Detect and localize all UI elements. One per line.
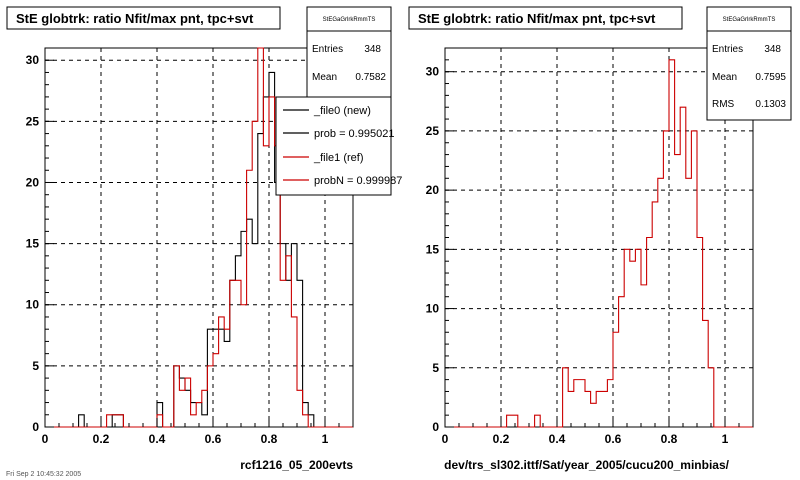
right-histogram-pad: 0 0.2 0.4 0.6 0.8 1 0 5 10 15 20 25 30 StE globtrk:… (408, 6, 792, 472)
right-stats-title: StEGaGrlrkRmmTS (723, 17, 776, 23)
left-stats-box: StEGaGrlrkRmmTS Entries 348 Mean 0.7582 (306, 6, 392, 104)
left-stats-mean-value: 0.7582 (355, 72, 386, 83)
legend-entry-file1: _file1 (ref) (313, 152, 364, 164)
right-x-tick-label: 0.2 (493, 432, 510, 446)
left-y-tick-label: 0 (32, 420, 39, 434)
right-stats-mean-label: Mean (712, 72, 737, 83)
right-y-axis: 0 5 10 15 20 25 30 (426, 47, 454, 434)
left-x-tick-label: 0.6 (205, 432, 222, 446)
left-stats-title: StEGaGrlrkRmmTS (323, 17, 376, 23)
left-y-tick-label: 5 (32, 359, 39, 373)
right-histogram-series-0 (445, 59, 753, 428)
right-x-tick-label: 0 (442, 432, 449, 446)
left-y-tick-label: 30 (26, 53, 40, 67)
left-chart-title: StE globtrk: ratio Nfit/max pnt, tpc+svt (16, 11, 254, 26)
left-histogram-pad: 0 0.2 0.4 0.6 0.8 1 0 5 10 15 20 25 30 StE globtrk:… (6, 6, 402, 472)
right-stats-mean-value: 0.7595 (755, 72, 786, 83)
left-y-tick-label: 25 (26, 114, 40, 128)
right-title-box (408, 6, 683, 30)
right-stats-entries-value: 348 (764, 44, 781, 55)
left-x-tick-label: 1 (322, 432, 329, 446)
right-y-tick-label: 20 (426, 183, 440, 197)
left-x-tick-label: 0.8 (261, 432, 278, 446)
left-y-tick-label: 15 (26, 237, 40, 251)
right-y-tick-label: 0 (432, 420, 439, 434)
right-stats-rms-label: RMS (712, 99, 735, 110)
legend-entry-probn: probN = 0.999987 (314, 175, 402, 187)
right-y-tick-label: 15 (426, 242, 440, 256)
left-x-axis-label: rcf1216_05_200evts (240, 458, 353, 472)
left-x-tick-label: 0 (42, 432, 49, 446)
left-x-tick-label: 0.2 (93, 432, 110, 446)
left-histogram-series-1 (45, 47, 353, 428)
left-histograms (45, 47, 353, 428)
right-x-axis: 0 0.2 0.4 0.6 0.8 1 (442, 418, 754, 446)
right-x-axis-label: dev/trs_sl302.ittf/Sat/year_2005/cucu200… (444, 458, 729, 472)
left-stats-mean-label: Mean (312, 72, 337, 83)
left-legend: _file0 (new) prob = 0.995021 _file1 (ref… (275, 96, 402, 196)
left-y-axis: 0 5 10 15 20 25 30 (26, 47, 54, 434)
left-y-tick-label: 20 (26, 175, 40, 189)
right-y-tick-label: 30 (426, 65, 440, 79)
right-chart-title: StE globtrk: ratio Nfit/max pnt, tpc+svt (418, 11, 656, 26)
left-stats-entries-value: 348 (364, 44, 381, 55)
right-stats-entries-label: Entries (712, 44, 743, 55)
left-x-axis: 0 0.2 0.4 0.6 0.8 1 (42, 418, 354, 446)
right-stats-rms-value: 0.1303 (755, 99, 786, 110)
right-stats-box: StEGaGrlrkRmmTS Entries 348 Mean 0.7595 … (706, 6, 792, 121)
right-x-tick-label: 0.6 (605, 432, 622, 446)
right-y-tick-label: 10 (426, 302, 440, 316)
left-y-tick-label: 10 (26, 298, 40, 312)
right-histograms (445, 59, 753, 428)
legend-entry-file0: _file0 (new) (313, 105, 371, 117)
right-x-tick-label: 0.4 (549, 432, 566, 446)
left-title-box (6, 6, 281, 30)
right-y-tick-label: 5 (432, 361, 439, 375)
right-x-tick-label: 0.8 (661, 432, 678, 446)
legend-entry-prob: prob = 0.995021 (314, 128, 394, 140)
right-y-tick-label: 25 (426, 124, 440, 138)
left-stats-entries-label: Entries (312, 44, 343, 55)
left-x-tick-label: 0.4 (149, 432, 166, 446)
bottom-timestamp: Fri Sep 2 10:45:32 2005 (6, 471, 81, 478)
right-x-tick-label: 1 (722, 432, 729, 446)
